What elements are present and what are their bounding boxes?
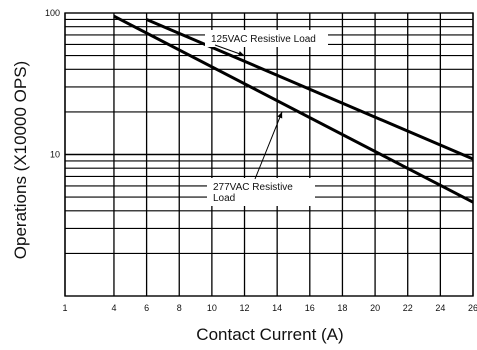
annotation-text: 277VAC Resistive [213, 182, 293, 193]
x-tick-label: 26 [468, 303, 477, 313]
series-layer [113, 14, 474, 204]
annotation-arrowhead [277, 111, 283, 119]
x-tick-label: 18 [337, 303, 347, 313]
x-tick-label: 4 [111, 303, 116, 313]
annotation-text: 125VAC Resistive Load [211, 34, 316, 45]
x-axis-title: Contact Current (A) [196, 325, 343, 344]
x-tick-label: 20 [370, 303, 380, 313]
x-tick-label: 16 [305, 303, 315, 313]
y-axis-title: Operations (X10000 OPS) [11, 61, 30, 259]
annotation-1: 125VAC Resistive Load [205, 30, 328, 57]
x-tick-label: 8 [177, 303, 182, 313]
y-tick-labels: 100 10 [45, 8, 60, 160]
y-tick-label: 100 [45, 8, 60, 18]
x-tick-label: 6 [144, 303, 149, 313]
annotation-box [207, 178, 315, 206]
annotation-text: Load [213, 193, 235, 204]
annotation-box [205, 30, 328, 47]
series-line-1 [146, 18, 474, 161]
x-tick-label: 12 [240, 303, 250, 313]
y-tick-label: 10 [50, 150, 60, 160]
x-tick-label: 14 [272, 303, 282, 313]
x-tick-labels: 1 4 6 8 10 12 14 16 18 20 22 24 26 [62, 303, 477, 313]
series-line-2 [113, 14, 474, 204]
x-tick-label: 10 [207, 303, 217, 313]
annotation-layer: 125VAC Resistive Load 277VAC ResistiveLoa… [205, 30, 328, 206]
x-tick-label: 24 [435, 303, 445, 313]
grid [64, 13, 474, 296]
annotation-leader [254, 111, 283, 180]
x-tick-label: 1 [62, 303, 67, 313]
plot-frame [64, 12, 474, 297]
annotation-arrowhead [237, 51, 245, 57]
x-tick-label: 22 [403, 303, 413, 313]
